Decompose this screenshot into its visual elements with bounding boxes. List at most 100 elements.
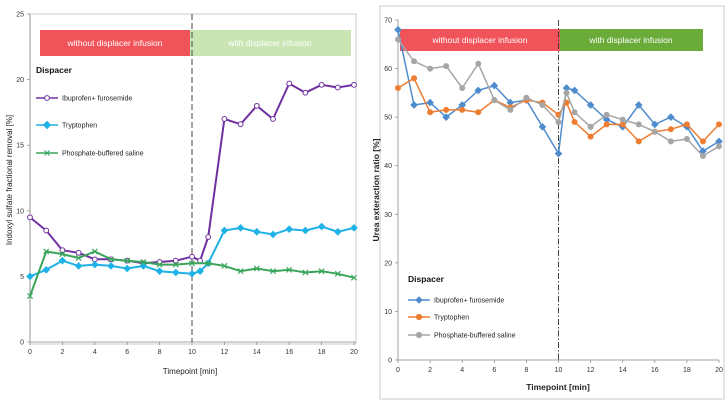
legend-item: Phosphate-buffered saline — [36, 150, 144, 158]
tryptophen-line — [29, 225, 355, 278]
phosphate-buffered-saline-point — [619, 116, 626, 123]
x-tick-label: 0 — [396, 367, 400, 374]
phosphate-buffered-saline-point — [603, 111, 610, 118]
x-tick-label: 2 — [60, 349, 64, 356]
phosphate-buffered-saline-point — [334, 270, 341, 277]
phosphate-buffered-saline-point — [172, 261, 179, 268]
ibuprofen-furosemide-point — [270, 116, 276, 122]
x-axis-title: Timepoint [min] — [163, 367, 217, 376]
ibuprofen-furosemide-point — [253, 102, 260, 109]
tryptophen-point — [188, 269, 196, 278]
legend-item: Phosphate-buffered saline — [408, 331, 516, 340]
phosphate-buffered-saline-point — [350, 274, 358, 281]
ibuprofen-furosemide-point — [205, 234, 212, 240]
phase-band-with — [560, 29, 703, 51]
y-tick-label: 60 — [384, 66, 392, 73]
legend-label: Tryptophen — [62, 123, 97, 130]
y-tick-label: 15 — [16, 143, 24, 150]
tryptophen-point — [236, 224, 245, 232]
x-tick-label: 0 — [28, 349, 32, 356]
x-tick-label: 4 — [93, 349, 97, 356]
phosphate-buffered-saline-point — [156, 261, 163, 268]
legend-item: Ibuprofen+ furosemide — [408, 296, 504, 305]
phosphate-buffered-saline-point — [205, 260, 212, 267]
ibuprofen-furosemide-point — [351, 81, 357, 88]
indoxyl-sulfate-chart: without displacer infusion with displace… — [5, 12, 358, 377]
x-tick-label: 14 — [619, 367, 627, 374]
legend-label: Ibuprofen+ furosemide — [434, 298, 504, 305]
tryptophen-point — [285, 225, 294, 233]
x-tick-label: 10 — [555, 367, 563, 374]
x-tick-label: 12 — [221, 349, 229, 356]
y-tick-label: 10 — [384, 309, 392, 316]
ibuprofen-furosemide-point — [442, 113, 450, 121]
ibuprofen-furosemide-point — [554, 149, 563, 158]
phase-label-with: with displacer infusion — [227, 38, 311, 48]
y-tick-label: 20 — [16, 77, 24, 84]
phosphate-buffered-saline-point — [667, 138, 674, 145]
ibuprofen-furosemide-point — [75, 249, 82, 256]
phosphate-buffered-saline-point — [427, 65, 434, 72]
tryptophen-point — [107, 262, 115, 270]
ibuprofen-furosemide-point — [59, 247, 66, 254]
phosphate-buffered-saline-point — [140, 258, 147, 265]
tryptophen-point — [635, 138, 642, 145]
phosphate-buffered-saline-point — [286, 266, 293, 273]
ibuprofen-furosemide-line — [397, 29, 720, 155]
ibuprofen-furosemide-point — [410, 101, 418, 109]
ibuprofen-furosemide-point — [586, 101, 595, 109]
ibuprofen-furosemide-point — [426, 98, 434, 107]
x-tick-label: 16 — [285, 349, 293, 356]
phosphate-buffered-saline-point — [475, 60, 482, 67]
phosphate-buffered-saline-point — [26, 293, 34, 300]
tryptophen-point — [317, 222, 326, 231]
x-tick-label: 6 — [125, 349, 129, 356]
tryptophen-point — [155, 267, 164, 275]
y-tick-label: 30 — [384, 212, 392, 219]
ibuprofen-furosemide-point — [221, 116, 228, 122]
plot-frame — [379, 5, 725, 400]
x-tick-label: 18 — [318, 349, 326, 356]
y-tick-label: 70 — [384, 18, 392, 25]
phosphate-buffered-saline-line — [397, 38, 720, 157]
phosphate-buffered-saline-point — [523, 94, 530, 101]
x-tick-label: 20 — [350, 349, 358, 356]
phosphate-buffered-saline-point — [411, 58, 418, 65]
tryptophen-point — [74, 262, 83, 270]
tryptophen-point — [333, 227, 342, 236]
phosphate-buffered-saline-point — [683, 136, 690, 142]
tryptophen-point — [171, 268, 180, 277]
phosphate-buffered-saline-point — [459, 85, 466, 91]
legend-item: Ibuprofen+ furosemide — [36, 95, 132, 103]
tryptophen-point — [459, 106, 466, 113]
x-tick-label: 8 — [158, 349, 162, 356]
phase-label-without: without displacer infusion — [67, 38, 163, 48]
ibuprofen-furosemide-point — [538, 123, 547, 131]
phase-label-without: without displacer infusion — [432, 35, 528, 45]
legend-label: Tryptophen — [434, 315, 469, 322]
tryptophen-point — [571, 119, 578, 125]
y-tick-label: 5 — [20, 274, 24, 281]
ibuprofen-furosemide-point — [650, 120, 659, 129]
phosphate-buffered-saline-point — [443, 63, 450, 70]
phosphate-buffered-saline-point — [651, 128, 658, 135]
x-tick-label: 12 — [587, 367, 595, 374]
y-tick-label: 0 — [20, 340, 24, 347]
x-tick-label: 16 — [651, 367, 659, 374]
phosphate-buffered-saline-point — [269, 268, 277, 275]
tryptophen-point — [411, 75, 418, 82]
legend-item: Tryptophen — [36, 120, 97, 130]
phase-band-without — [400, 29, 560, 51]
phosphate-buffered-saline-point — [699, 153, 706, 159]
x-tick-label: 20 — [715, 367, 723, 374]
y-axis-title: Urea exteraction ratio [%] — [371, 138, 381, 241]
phosphate-buffered-saline-point — [75, 255, 82, 262]
x-tick-label: 8 — [524, 367, 528, 374]
x-tick-label: 2 — [428, 367, 432, 374]
tryptophen-point — [350, 224, 358, 232]
legend-label: Phosphate-buffered saline — [62, 151, 144, 158]
tryptophen-point — [475, 109, 482, 116]
ibuprofen-furosemide-point — [172, 257, 179, 264]
ibuprofen-furosemide-point — [237, 121, 244, 128]
legend-item: Tryptophen — [408, 313, 469, 322]
